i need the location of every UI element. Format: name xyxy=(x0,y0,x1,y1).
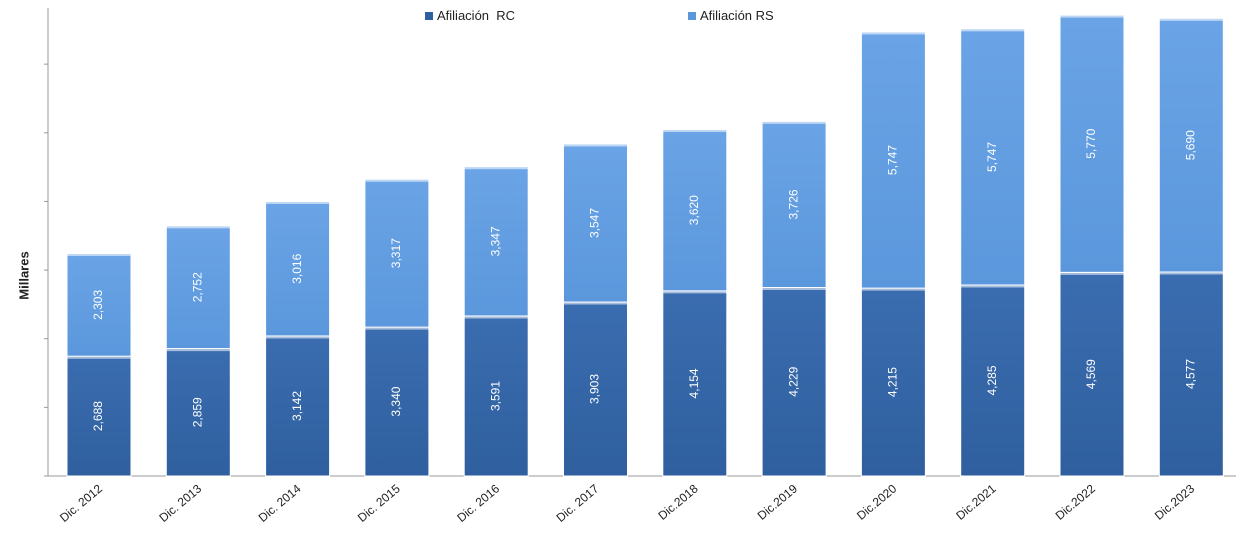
value-label-rc: 3,591 xyxy=(488,381,502,411)
x-tick-label: Dic.2023 xyxy=(1152,481,1198,522)
value-label-rc: 2,859 xyxy=(190,397,204,427)
value-label-rc: 3,903 xyxy=(588,374,602,404)
value-label-rc: 4,229 xyxy=(786,366,800,396)
value-label-rc: 4,215 xyxy=(886,367,900,397)
value-label-rs: 5,747 xyxy=(985,142,999,172)
x-tick-label: Dic.2021 xyxy=(953,481,999,522)
x-tick-label: Dic. 2015 xyxy=(355,481,403,525)
x-tick-label: Dic. 2013 xyxy=(156,481,204,525)
x-tick-label: Dic. 2016 xyxy=(454,481,502,525)
value-label-rc: 4,569 xyxy=(1084,359,1098,389)
value-label-rs: 2,303 xyxy=(91,290,105,320)
value-label-rs: 3,016 xyxy=(290,253,304,283)
value-label-rc: 4,154 xyxy=(687,368,701,398)
value-label-rc: 3,142 xyxy=(290,391,304,421)
x-tick-label: Dic.2019 xyxy=(755,481,801,522)
value-label-rc: 4,577 xyxy=(1183,359,1197,389)
value-label-rc: 4,285 xyxy=(985,365,999,395)
value-label-rs: 2,752 xyxy=(190,272,204,302)
value-label-rs: 3,726 xyxy=(786,189,800,219)
x-tick-label: Dic.2022 xyxy=(1053,481,1099,522)
x-tick-label: Dic.2018 xyxy=(655,481,701,522)
value-label-rs: 5,690 xyxy=(1183,130,1197,160)
x-tick-label: Dic.2020 xyxy=(854,481,900,522)
x-tick-label: Dic. 2012 xyxy=(57,481,105,525)
x-tick-label: Dic. 2014 xyxy=(256,481,304,525)
value-label-rs: 3,347 xyxy=(488,226,502,256)
value-label-rs: 3,620 xyxy=(687,195,701,225)
value-label-rs: 3,547 xyxy=(588,208,602,238)
value-label-rs: 5,770 xyxy=(1084,128,1098,158)
value-label-rs: 3,317 xyxy=(389,238,403,268)
value-label-rc: 3,340 xyxy=(389,386,403,416)
value-label-rc: 2,688 xyxy=(91,401,105,431)
x-tick-label: Dic. 2017 xyxy=(554,481,602,525)
value-label-rs: 5,747 xyxy=(886,145,900,175)
